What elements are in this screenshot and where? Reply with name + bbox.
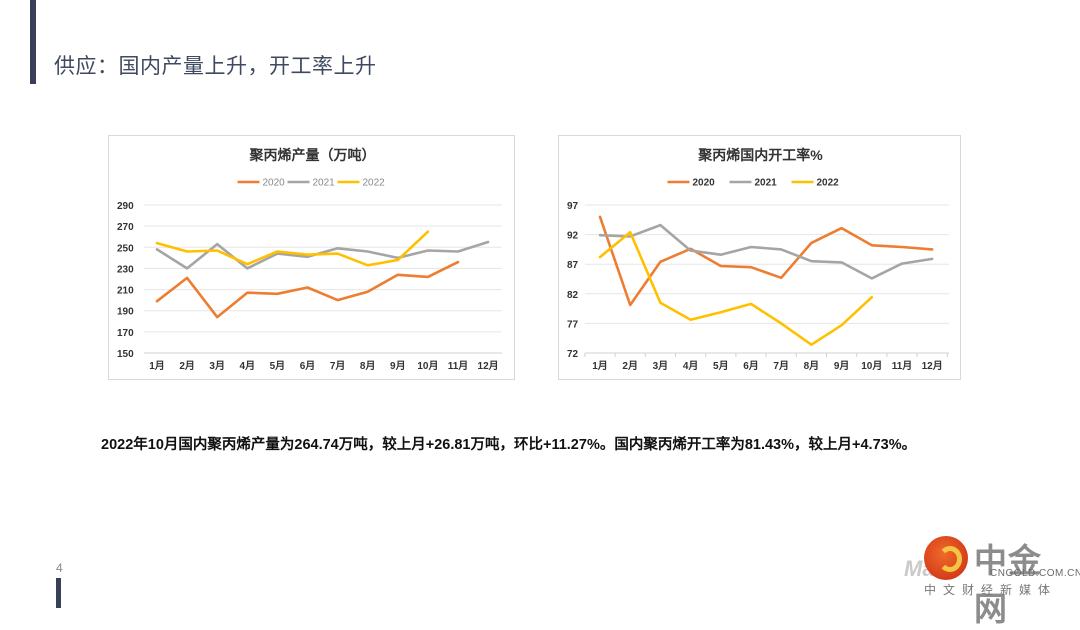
- operating-rate-chart: 聚丙烯国内开工率% 2020 2021 2022 72 77 82 87 92 97 1月 2月 3月 4…: [558, 135, 961, 380]
- series-line-2020: [155, 260, 460, 319]
- y-tick-label: 87: [567, 260, 579, 271]
- x-tick-label: 1月: [592, 360, 608, 372]
- y-tick-label: 190: [117, 307, 134, 318]
- operating-rate-chart-svg: 聚丙烯国内开工率% 2020 2021 2022 72 77 82 87 92 97 1月 2月 3月 4…: [567, 147, 949, 372]
- legend-item: 2021: [287, 178, 336, 189]
- y-tick-label: 270: [117, 222, 134, 233]
- page-number: 4: [56, 561, 63, 575]
- chart-title: 聚丙烯产量（万吨）: [249, 147, 376, 163]
- x-tick-label: 8月: [804, 360, 820, 372]
- x-tick-label: 7月: [330, 360, 346, 372]
- legend-item: 2020: [667, 178, 716, 189]
- accent-bar-top: [30, 0, 36, 84]
- cngold-logo: Mace 中金网 CNGOLD.COM.CN 中文财经新媒体: [904, 534, 1080, 627]
- logo-subtitle: 中文财经新媒体: [924, 583, 1058, 597]
- production-chart: 聚丙烯产量（万吨） 2020 2021 2022 150 170 190 210 230 250 2…: [108, 135, 515, 380]
- y-tick-label: 97: [567, 201, 579, 212]
- x-tick-label: 11月: [448, 360, 469, 372]
- legend-item: 2020: [237, 178, 286, 189]
- x-tick-label: 12月: [922, 360, 943, 372]
- logo-url: CNGOLD.COM.CN: [990, 568, 1080, 579]
- x-tick-label: 3月: [653, 360, 669, 372]
- y-tick-label: 150: [117, 349, 134, 360]
- page-title: 供应：国内产量上升，开工率上升: [54, 55, 377, 78]
- x-tick-label: 6月: [300, 360, 316, 372]
- series-line-2021: [598, 223, 934, 280]
- production-chart-svg: 聚丙烯产量（万吨） 2020 2021 2022 150 170 190 210 230 250 2…: [117, 147, 502, 372]
- x-tick-label: 2月: [622, 360, 638, 372]
- legend-label: 2020: [693, 178, 716, 189]
- x-tick-label: 9月: [834, 360, 850, 372]
- x-tick-label: 4月: [683, 360, 699, 372]
- summary-text: 2022年10月国内聚丙烯产量为264.74万吨，较上月+26.81万吨，环比+…: [101, 437, 917, 453]
- legend-label: 2020: [263, 178, 286, 189]
- x-tick-label: 6月: [743, 360, 759, 372]
- legend-item: 2022: [337, 178, 386, 189]
- y-tick-label: 210: [117, 286, 134, 297]
- x-tick-label: 4月: [240, 360, 256, 372]
- series-line-2022: [155, 230, 430, 267]
- legend-label: 2022: [363, 178, 386, 189]
- y-tick-label: 92: [567, 231, 579, 242]
- y-tick-label: 170: [117, 328, 134, 339]
- chart-title: 聚丙烯国内开工率%: [697, 147, 823, 163]
- y-tick-label: 77: [567, 319, 579, 330]
- y-tick-label: 290: [117, 201, 134, 212]
- logo-emblem-icon: [924, 536, 968, 580]
- y-tick-label: 82: [567, 290, 579, 301]
- legend-label: 2022: [817, 178, 840, 189]
- legend-label: 2021: [755, 178, 778, 189]
- series-line-2021: [155, 240, 490, 270]
- y-tick-label: 230: [117, 264, 134, 275]
- x-tick-label: 1月: [149, 360, 165, 372]
- x-tick-label: 8月: [360, 360, 376, 372]
- x-tick-label: 3月: [209, 360, 225, 372]
- legend-item: 2021: [729, 178, 778, 189]
- series-line-2020: [598, 215, 934, 307]
- legend-item: 2022: [791, 178, 840, 189]
- series-line-2022: [598, 230, 874, 346]
- x-tick-label: 5月: [713, 360, 729, 372]
- x-tick-label: 10月: [417, 360, 438, 372]
- x-tick-label: 2月: [179, 360, 195, 372]
- y-tick-label: 250: [117, 243, 134, 254]
- x-tick-label: 12月: [478, 360, 499, 372]
- legend-label: 2021: [313, 178, 336, 189]
- accent-bar-bottom: [56, 578, 61, 608]
- x-tick-label: 10月: [861, 360, 882, 372]
- x-tick-label: 9月: [390, 360, 406, 372]
- y-tick-label: 72: [567, 349, 579, 360]
- x-tick-label: 5月: [270, 360, 286, 372]
- x-tick-label: 7月: [773, 360, 789, 372]
- x-tick-label: 11月: [892, 360, 913, 372]
